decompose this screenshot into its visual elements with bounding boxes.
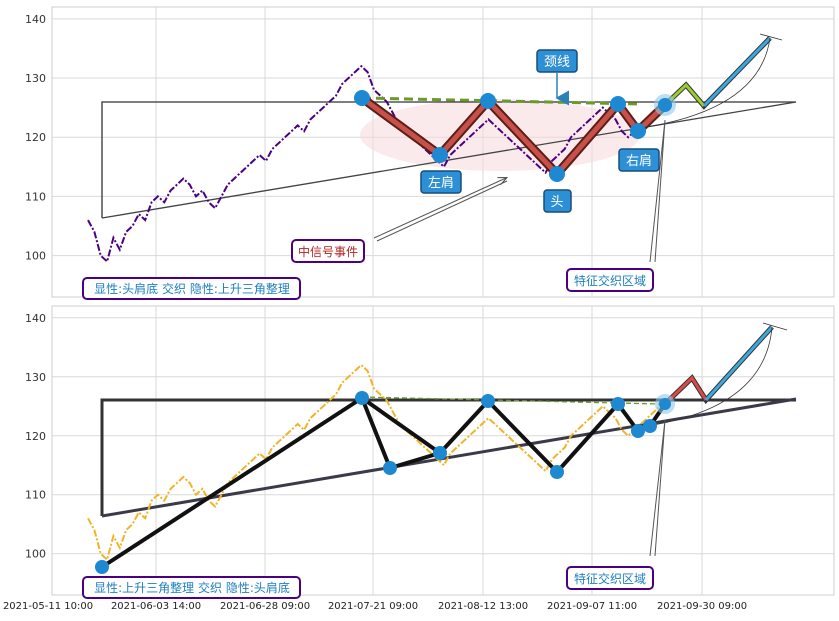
zone-label-bottom-text: 特征交织区域 xyxy=(574,571,646,586)
breakout-marker-bottom xyxy=(659,398,671,410)
y-tick-label: 130 xyxy=(25,371,46,384)
left-shoulder-marker-bottom xyxy=(433,446,447,460)
signal-label: 中信号事件 xyxy=(291,239,365,263)
projection-curve xyxy=(639,37,771,129)
head-marker-bottom xyxy=(550,465,564,479)
left-shoulder-marker xyxy=(432,147,448,163)
triangle-support-line-bottom xyxy=(101,397,797,518)
x-tick-label: 2021-07-21 09:00 xyxy=(328,601,418,612)
projection-red-bottom xyxy=(663,375,708,406)
x-tick-label: 2021-08-12 13:00 xyxy=(438,601,528,612)
y-tick-label: 110 xyxy=(25,190,46,203)
neck-start-marker-bottom xyxy=(355,391,369,405)
zone-label-bottom: 特征交织区域 xyxy=(566,566,654,590)
right-shoulder-label-text: 右肩 xyxy=(626,153,652,169)
right-shoulder-marker xyxy=(630,123,646,139)
bottom-grid xyxy=(52,306,834,595)
y-tick-label: 120 xyxy=(25,430,46,443)
price-series-bottom xyxy=(87,363,661,562)
signal-arrow xyxy=(373,178,506,239)
pattern-label-bottom: 显性:上升三角整理 交织 隐性:头肩底 xyxy=(82,576,301,599)
pattern-label-top: 显性:头肩底 交织 隐性:上升三角整理 xyxy=(82,277,301,300)
x-tick-labels: 2021-05-11 10:00 2021-06-03 14:00 2021-06-… xyxy=(3,601,747,612)
zone-pointer xyxy=(649,119,666,263)
head-label-text: 头 xyxy=(550,195,563,210)
zone-label-top: 特征交织区域 xyxy=(566,268,654,292)
y-tick-label: 130 xyxy=(25,72,46,85)
neckline-bottom xyxy=(361,396,661,405)
y-tick-label: 100 xyxy=(25,548,46,561)
top-y-ticks: 100 110 120 130 140 xyxy=(25,13,46,263)
zone-label-top-text: 特征交织区域 xyxy=(574,273,646,288)
neckline-label-text: 颈线 xyxy=(544,55,570,70)
neckline xyxy=(361,96,641,106)
triangle-support-line xyxy=(101,101,797,219)
y-tick-label: 140 xyxy=(25,312,46,325)
neck-mid-marker-bottom xyxy=(481,394,495,408)
neckline-label: 颈线 xyxy=(536,49,578,73)
projection-blue xyxy=(702,36,772,108)
breakout-marker xyxy=(658,98,672,112)
x-tick-label: 2021-06-03 14:00 xyxy=(111,601,201,612)
bottom-y-ticks: 100 110 120 130 140 xyxy=(25,312,46,561)
start-marker-bottom xyxy=(95,560,109,574)
signal-label-text: 中信号事件 xyxy=(298,244,358,259)
price-series-top xyxy=(87,64,661,264)
x-tick-label: 2021-06-28 09:00 xyxy=(220,601,310,612)
target-tick-bottom xyxy=(762,322,788,331)
triangle-top-line-bottom xyxy=(100,398,796,516)
pattern-diag-bottom xyxy=(360,396,442,455)
projection-blue-bottom xyxy=(704,325,774,402)
neck-mid-marker xyxy=(480,93,496,109)
target-tick xyxy=(759,33,783,41)
signal-arrow-shadow xyxy=(376,180,508,242)
pattern-label-bottom-text: 显性:上升三角整理 交织 隐性:头肩底 xyxy=(94,580,290,595)
pattern-label-top-text: 显性:头肩底 交织 隐性:上升三角整理 xyxy=(94,281,290,296)
head-label: 头 xyxy=(543,189,572,213)
neck-end-marker xyxy=(610,96,626,112)
y-tick-label: 120 xyxy=(25,131,46,144)
x-tick-label: 2021-05-11 10:00 xyxy=(3,601,93,612)
top-chart-content xyxy=(87,33,797,264)
x-tick-label: 2021-09-07 11:00 xyxy=(547,601,637,612)
right-shoulder-marker-bottom xyxy=(631,424,645,438)
right-low-marker-bottom xyxy=(643,419,657,433)
left-low-marker-bottom xyxy=(383,461,397,475)
zone-pointer-bottom xyxy=(649,419,666,557)
y-tick-label: 110 xyxy=(25,489,46,502)
neck-start-marker xyxy=(354,90,370,106)
y-tick-label: 140 xyxy=(25,13,46,26)
projection-curve-bottom xyxy=(639,326,773,428)
neck-end-marker-bottom xyxy=(611,397,625,411)
y-tick-label: 100 xyxy=(25,250,46,263)
left-shoulder-label-text: 左肩 xyxy=(428,175,454,191)
x-tick-label: 2021-09-30 09:00 xyxy=(657,601,747,612)
right-shoulder-label: 右肩 xyxy=(618,148,660,172)
left-shoulder-label: 左肩 xyxy=(420,170,462,194)
bottom-chart-content xyxy=(87,322,797,574)
head-marker xyxy=(549,166,565,182)
